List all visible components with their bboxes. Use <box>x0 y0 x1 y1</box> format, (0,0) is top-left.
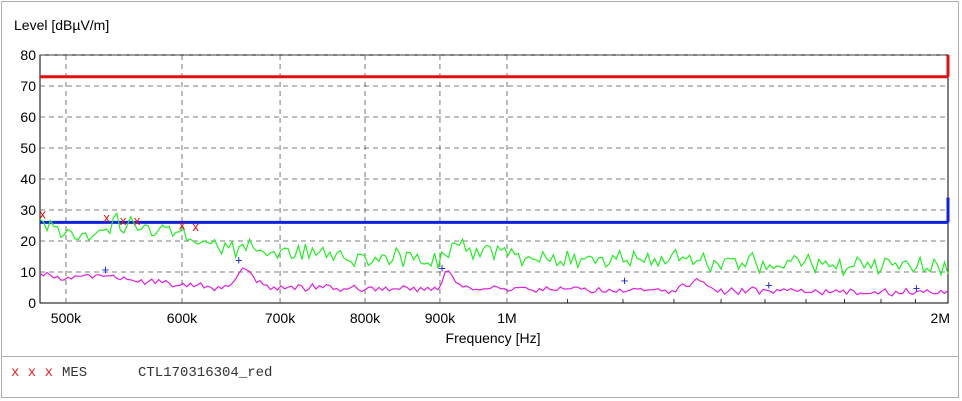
x-tick-label: 800k <box>350 310 381 326</box>
y-tick-label: 20 <box>20 233 36 249</box>
y-tick-label: 0 <box>28 295 36 311</box>
measurement-marker-plus: + <box>235 253 243 268</box>
y-tick-label: 10 <box>20 264 36 280</box>
legend-file-name: CTL170316304_red <box>138 365 273 381</box>
x-axis-label: Frequency [Hz] <box>446 330 541 346</box>
measurement-marker-plus: + <box>913 281 921 296</box>
y-tick-label: 70 <box>20 78 36 94</box>
emission-chart: 0 10 20 30 40 50 60 70 80 500k 600k 700k 800k 900k 1M 2… <box>14 17 950 346</box>
measurement-marker-x: x <box>179 218 186 233</box>
legend: x x x MES CTL170316304_red <box>2 356 958 398</box>
measurement-marker-plus: + <box>438 260 446 275</box>
measurement-marker-x: x <box>39 207 46 222</box>
x-tick-label: 600k <box>167 310 198 326</box>
series-line <box>39 212 949 277</box>
measurement-marker-plus: + <box>765 277 773 292</box>
legend-marker: x x x <box>11 365 54 381</box>
x-tick-label: 700k <box>265 310 296 326</box>
measurement-marker-x: x <box>134 213 141 228</box>
y-axis-label: Level [dBµV/m] <box>14 17 109 33</box>
x-tick-label: 2M <box>931 310 950 326</box>
x-tick-label: 900k <box>425 310 456 326</box>
y-tick-label: 40 <box>20 171 36 187</box>
legend-label: MES <box>62 365 88 381</box>
measurement-marker-x: x <box>120 213 127 228</box>
x-tick-label: 500k <box>51 310 82 326</box>
measurement-marker-x: x <box>192 219 199 234</box>
y-tick-label: 80 <box>20 47 36 63</box>
y-tick-label: 50 <box>20 140 36 156</box>
measurement-marker-plus: + <box>102 262 110 277</box>
y-tick-label: 60 <box>20 109 36 125</box>
measurement-marker-plus: + <box>621 273 629 288</box>
y-tick-label: 30 <box>20 202 36 218</box>
series-line <box>39 267 949 297</box>
x-tick-label: 1M <box>497 310 516 326</box>
measurement-marker-x: x <box>103 210 110 225</box>
